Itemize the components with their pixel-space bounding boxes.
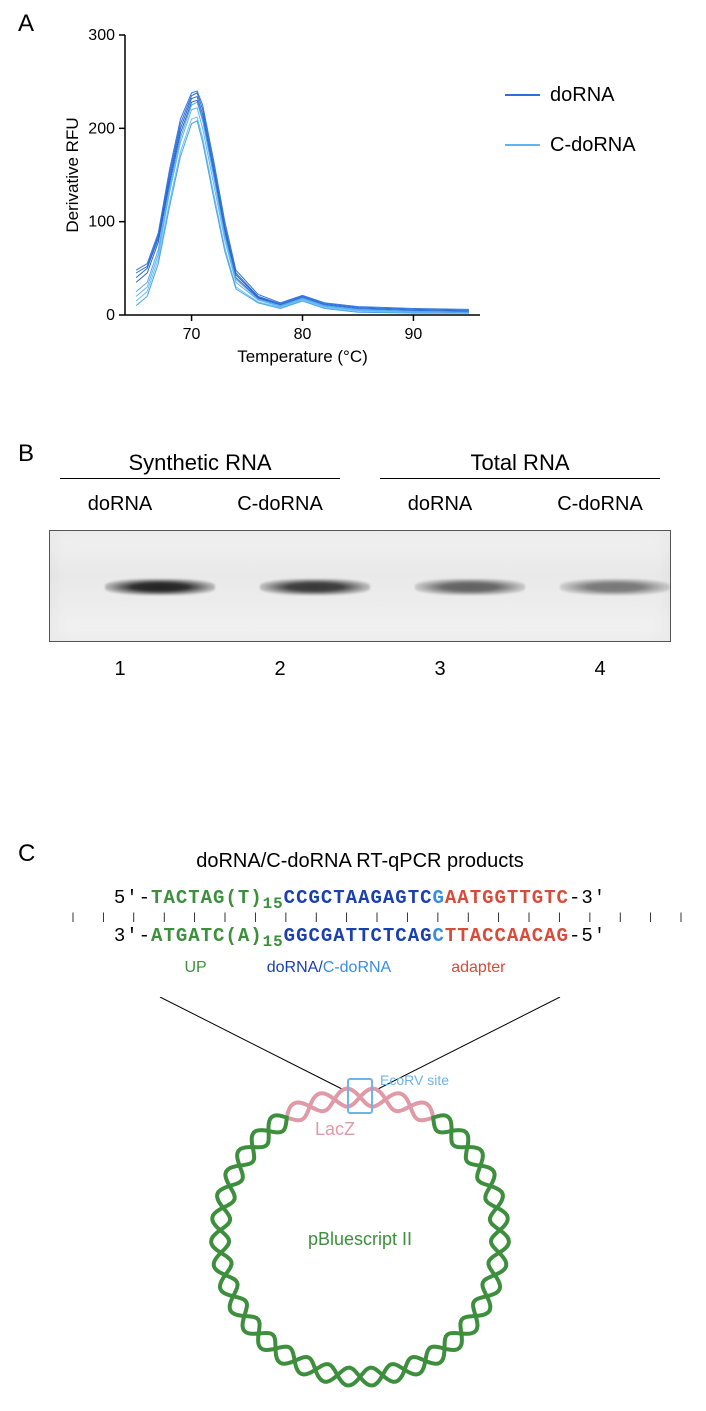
seq-up: TACTAG(T)15 <box>151 887 284 909</box>
seq-dorna: GGCGATTCTCAG <box>284 925 433 947</box>
melt-curve-chart: 0 100 200 300 70 80 90 Temperature (°C) Derivati… <box>60 20 660 370</box>
figure: A 0 100 200 300 70 80 90 Temperature (°C) Deriva… <box>0 0 706 1411</box>
gel-group-total: Total RNA <box>360 450 680 489</box>
seq-dorna: CCGCTAAGAGTC <box>284 887 433 909</box>
plasmid-diagram: EcoRV site LacZ pBluescript II <box>40 997 680 1377</box>
lane-number: 4 <box>520 658 680 681</box>
lane-header: C-doRNA <box>520 493 680 516</box>
group-underline <box>380 478 660 479</box>
label-adapter: adapter <box>451 959 505 977</box>
seq-up: ATGATC(A)15 <box>151 925 284 947</box>
panel-c-label: C <box>18 840 35 868</box>
svg-text:90: 90 <box>405 326 423 343</box>
svg-text:0: 0 <box>106 307 115 324</box>
seq-cdorna-base: C <box>433 925 445 947</box>
sequence-bottom: 3'-ATGATC(A)15GGCGATTCTCAGCTTACCAACAG-5' <box>40 921 680 955</box>
seq-adapter: TTACCAACAG <box>445 925 569 947</box>
end-5prime: -5' <box>569 925 606 947</box>
svg-text:pBluescript II: pBluescript II <box>308 1229 412 1249</box>
svg-text:Derivative RFU: Derivative RFU <box>63 117 82 232</box>
svg-text:300: 300 <box>88 27 115 44</box>
gel-group-label: Total RNA <box>470 450 569 475</box>
end-3prime: -3' <box>569 887 606 909</box>
end-5prime: 5'- <box>114 887 151 909</box>
svg-text:LacZ: LacZ <box>315 1119 355 1139</box>
svg-text:EcoRV site: EcoRV site <box>380 1072 449 1088</box>
seq-adapter: AATGGTTGTC <box>445 887 569 909</box>
svg-text:100: 100 <box>88 214 115 231</box>
svg-text:80: 80 <box>294 326 312 343</box>
group-underline <box>60 478 340 479</box>
svg-text:doRNA: doRNA <box>550 84 615 106</box>
svg-text:C-doRNA: C-doRNA <box>550 134 636 156</box>
panel-c: doRNA/C-doRNA RT-qPCR products 5'-TACTAG… <box>40 850 680 1377</box>
gel-lane-row: doRNA C-doRNA doRNA C-doRNA <box>40 493 680 516</box>
end-3prime: 3'- <box>114 925 151 947</box>
panel-b-label: B <box>18 440 34 468</box>
lane-header: doRNA <box>360 493 520 516</box>
sequence-top: 5'-TACTAG(T)15CCGCTAAGAGTCGAATGGTTGTC-3' <box>40 883 680 917</box>
panel-a: 0 100 200 300 70 80 90 Temperature (°C) Derivati… <box>60 20 660 370</box>
panel-b: Synthetic RNA Total RNA doRNA C-doRNA do… <box>40 450 680 681</box>
seq-cdorna-base: G <box>433 887 445 909</box>
label-dorna: doRNA/C-doRNA <box>267 959 392 977</box>
svg-text:200: 200 <box>88 120 115 137</box>
sequence-title: doRNA/C-doRNA RT-qPCR products <box>40 850 680 873</box>
gel-group-label: Synthetic RNA <box>128 450 271 475</box>
lane-number-row: 1 2 3 4 <box>40 658 680 681</box>
label-up: UP <box>185 959 207 977</box>
lane-header: doRNA <box>40 493 200 516</box>
gel-image <box>49 530 671 642</box>
sequence-region-labels: UP doRNA/C-doRNA adapter <box>40 959 680 977</box>
plasmid-svg: EcoRV site LacZ pBluescript II <box>40 997 680 1397</box>
panel-a-label: A <box>18 10 34 38</box>
gel-group-row: Synthetic RNA Total RNA <box>40 450 680 489</box>
lane-header: C-doRNA <box>200 493 360 516</box>
lane-number: 1 <box>40 658 200 681</box>
svg-text:Temperature (°C): Temperature (°C) <box>237 347 368 366</box>
gel-group-synthetic: Synthetic RNA <box>40 450 360 489</box>
lane-number: 3 <box>360 658 520 681</box>
lane-number: 2 <box>200 658 360 681</box>
svg-text:70: 70 <box>183 326 201 343</box>
